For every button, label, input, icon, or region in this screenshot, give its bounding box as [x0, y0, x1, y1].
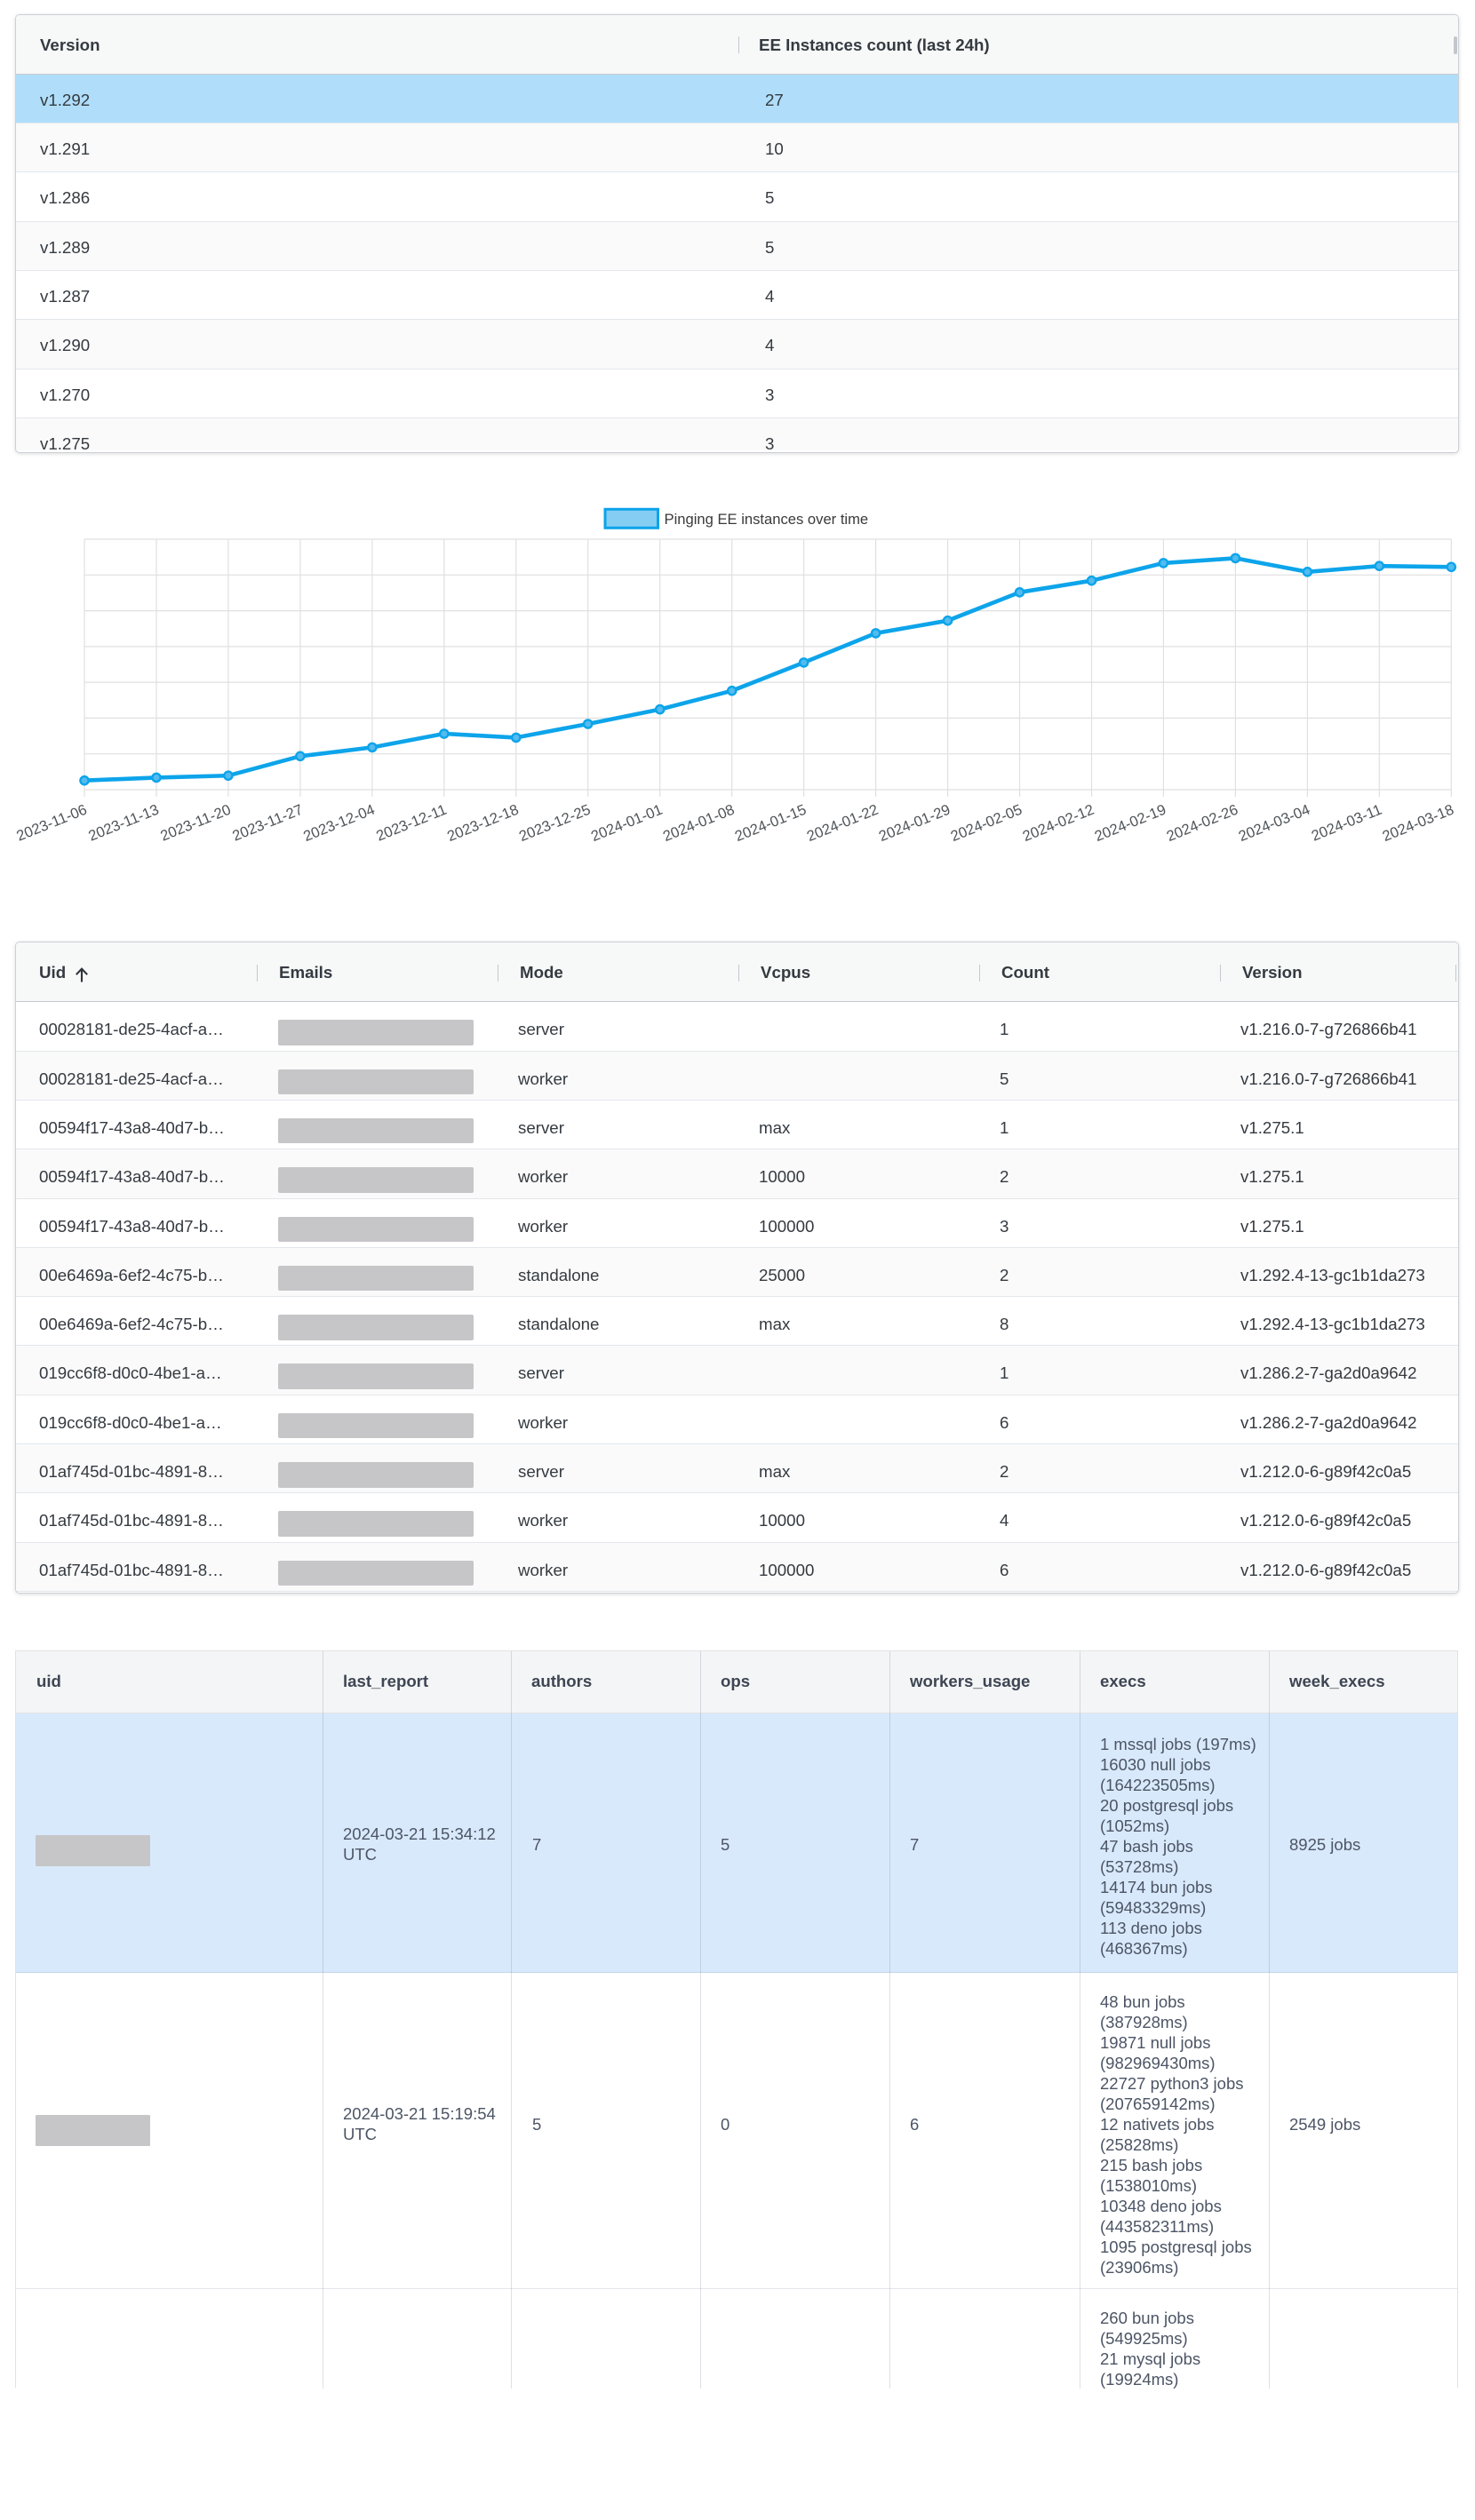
svg-text:2023-12-04: 2023-12-04 — [301, 801, 378, 845]
svg-text:2023-12-18: 2023-12-18 — [444, 801, 521, 845]
svg-text:2024-02-05: 2024-02-05 — [948, 801, 1025, 845]
svg-text:2023-12-11: 2023-12-11 — [374, 801, 450, 845]
svg-text:2024-01-22: 2024-01-22 — [804, 801, 881, 845]
svg-text:2024-03-04: 2024-03-04 — [1236, 801, 1312, 845]
svg-text:2023-12-25: 2023-12-25 — [516, 801, 593, 845]
svg-text:Pinging EE instances over time: Pinging EE instances over time — [665, 511, 869, 528]
svg-text:2024-01-01: 2024-01-01 — [588, 801, 665, 845]
svg-text:2024-01-15: 2024-01-15 — [732, 801, 809, 845]
svg-text:2023-11-13: 2023-11-13 — [86, 801, 162, 845]
svg-text:2024-02-12: 2024-02-12 — [1020, 801, 1096, 845]
svg-text:2024-01-08: 2024-01-08 — [660, 801, 737, 845]
svg-text:2023-11-27: 2023-11-27 — [230, 801, 306, 845]
svg-text:2023-11-06: 2023-11-06 — [14, 801, 90, 845]
svg-text:2024-03-11: 2024-03-11 — [1309, 801, 1384, 845]
svg-text:2023-11-20: 2023-11-20 — [158, 801, 234, 845]
svg-text:2024-01-29: 2024-01-29 — [876, 801, 953, 845]
svg-text:2024-03-18: 2024-03-18 — [1380, 801, 1456, 845]
svg-text:2024-02-26: 2024-02-26 — [1164, 801, 1240, 845]
svg-text:2024-02-19: 2024-02-19 — [1092, 801, 1168, 845]
